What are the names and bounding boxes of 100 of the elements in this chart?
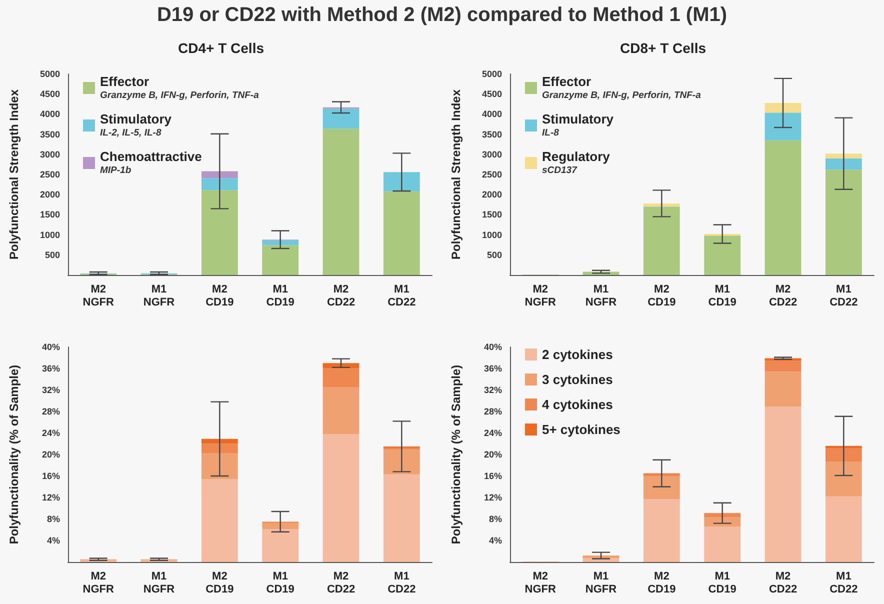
x-tick-label: M2 NGFR bbox=[82, 284, 114, 308]
x-tick-label: M1 CD22 bbox=[830, 284, 858, 308]
bar bbox=[825, 170, 862, 275]
y-tick-label: 4% bbox=[488, 536, 502, 546]
y-tick-label: 5000 bbox=[40, 69, 60, 79]
y-tick-label: 24% bbox=[42, 428, 60, 438]
bar bbox=[825, 461, 862, 496]
y-tick-label: 36% bbox=[42, 364, 60, 374]
y-axis-title: Polyfunctional Strength Index bbox=[449, 89, 463, 260]
bar bbox=[201, 444, 238, 454]
bar bbox=[764, 372, 802, 407]
y-axis-title: Polyfunctional Strength Index bbox=[7, 89, 21, 260]
bar bbox=[201, 438, 238, 444]
bar bbox=[201, 453, 238, 480]
x-tick-label: M2 CD19 bbox=[648, 570, 676, 596]
bar bbox=[704, 514, 741, 518]
y-tick-label: 28% bbox=[484, 406, 502, 416]
y-tick-label: 40% bbox=[484, 342, 502, 352]
x-tick-label: M1 CD19 bbox=[708, 570, 736, 596]
y-tick-label: 2000 bbox=[40, 190, 60, 200]
y-tick-label: 4500 bbox=[40, 89, 60, 100]
bar bbox=[322, 387, 360, 434]
x-tick-label: M1 CD19 bbox=[266, 570, 294, 596]
y-axis-title: Polyfunctionality (% of Sample) bbox=[7, 364, 21, 544]
legend-label: Effector Granzyme B, IFN-g, Perforin, TNF-a bbox=[100, 74, 259, 101]
bar bbox=[643, 499, 680, 562]
y-tick-label: 12% bbox=[484, 492, 502, 502]
y-tick-label: 3500 bbox=[482, 129, 502, 140]
bar bbox=[704, 236, 741, 275]
y-tick-label: 8% bbox=[488, 514, 502, 524]
x-tick-label: M1 CD19 bbox=[708, 284, 736, 308]
x-tick-label: M2 CD19 bbox=[206, 570, 234, 596]
y-tick-label: 1000 bbox=[482, 230, 502, 240]
y-tick-label: 500 bbox=[44, 250, 60, 260]
bar bbox=[825, 158, 862, 170]
legend-label: Effector Granzyme B, IFN-g, Perforin, TNF-a bbox=[542, 74, 701, 101]
bar bbox=[201, 171, 238, 178]
bar bbox=[383, 474, 420, 562]
y-tick-label: 28% bbox=[42, 406, 60, 416]
y-tick-label: 20% bbox=[42, 450, 60, 460]
legend-label: 5+ cytokines bbox=[542, 422, 620, 437]
legend-label: Chemoattractive MIP-1b bbox=[100, 149, 202, 176]
y-tick-label: 500 bbox=[486, 250, 502, 260]
y-tick-label: 2500 bbox=[482, 170, 502, 180]
x-tick-label: M1 CD19 bbox=[266, 284, 294, 308]
y-tick-label: 32% bbox=[484, 385, 502, 395]
bar bbox=[643, 203, 680, 207]
text: D19 or CD22 with Method 2 (M2) compared to Method 1 (M1) bbox=[156, 4, 728, 26]
y-tick-label: 3000 bbox=[482, 149, 502, 160]
bar bbox=[201, 178, 238, 190]
y-tick-label: 24% bbox=[484, 428, 502, 438]
bar bbox=[383, 450, 420, 474]
bar bbox=[825, 448, 862, 462]
legend-label: 3 cytokines bbox=[542, 372, 613, 387]
x-tick-label: M1 CD22 bbox=[388, 284, 416, 308]
y-tick-label: 8% bbox=[46, 514, 60, 524]
x-tick-label: M2 NGFR bbox=[524, 284, 556, 308]
bar bbox=[383, 172, 420, 192]
y-tick-label: 4000 bbox=[482, 109, 502, 120]
legend-label: Stimulatory IL-2, IL-5, IL-8 bbox=[100, 112, 172, 138]
y-tick-label: 4% bbox=[46, 536, 60, 546]
bar bbox=[322, 108, 360, 129]
y-tick-label: 1000 bbox=[40, 230, 60, 240]
bar bbox=[262, 240, 299, 246]
bar bbox=[764, 360, 802, 372]
bar bbox=[643, 207, 680, 275]
x-tick-label: M2 CD22 bbox=[768, 570, 798, 596]
x-tick-label: M1 NGFR bbox=[585, 284, 617, 308]
y-tick-label: 32% bbox=[42, 385, 60, 395]
bar bbox=[201, 479, 238, 562]
x-tick-label: M1 NGFR bbox=[143, 284, 175, 308]
chart-title: CD4+ T Cells bbox=[178, 40, 264, 56]
bar bbox=[322, 434, 360, 562]
chart-title: CD8+ T Cells bbox=[620, 40, 706, 56]
bar bbox=[764, 112, 802, 140]
x-tick-label: M2 CD22 bbox=[326, 570, 356, 596]
bar bbox=[262, 529, 299, 562]
legend-label: 2 cytokines bbox=[542, 347, 613, 362]
bar bbox=[825, 154, 862, 158]
x-tick-label: M1 NGFR bbox=[585, 570, 617, 596]
bar bbox=[383, 191, 420, 275]
bar bbox=[764, 140, 802, 275]
legend-label: Regulatory sCD137 bbox=[542, 149, 611, 176]
x-tick-label: M2 CD19 bbox=[648, 284, 676, 308]
y-tick-label: 20% bbox=[484, 450, 502, 460]
x-tick-label: M2 CD22 bbox=[768, 284, 798, 308]
y-tick-label: 1500 bbox=[40, 210, 60, 220]
legend-label: Stimulatory IL-8 bbox=[542, 112, 614, 138]
y-tick-label: 40% bbox=[42, 342, 60, 352]
bar bbox=[764, 406, 802, 562]
y-tick-label: 12% bbox=[42, 492, 60, 502]
bar bbox=[322, 128, 360, 275]
y-tick-label: 5000 bbox=[482, 69, 502, 79]
bar bbox=[764, 102, 802, 113]
bar bbox=[262, 245, 299, 275]
y-tick-label: 36% bbox=[484, 364, 502, 374]
y-tick-label: 2000 bbox=[482, 190, 502, 200]
x-tick-label: M2 CD22 bbox=[326, 284, 356, 308]
x-tick-label: M2 NGFR bbox=[524, 570, 556, 596]
bar bbox=[643, 476, 680, 500]
